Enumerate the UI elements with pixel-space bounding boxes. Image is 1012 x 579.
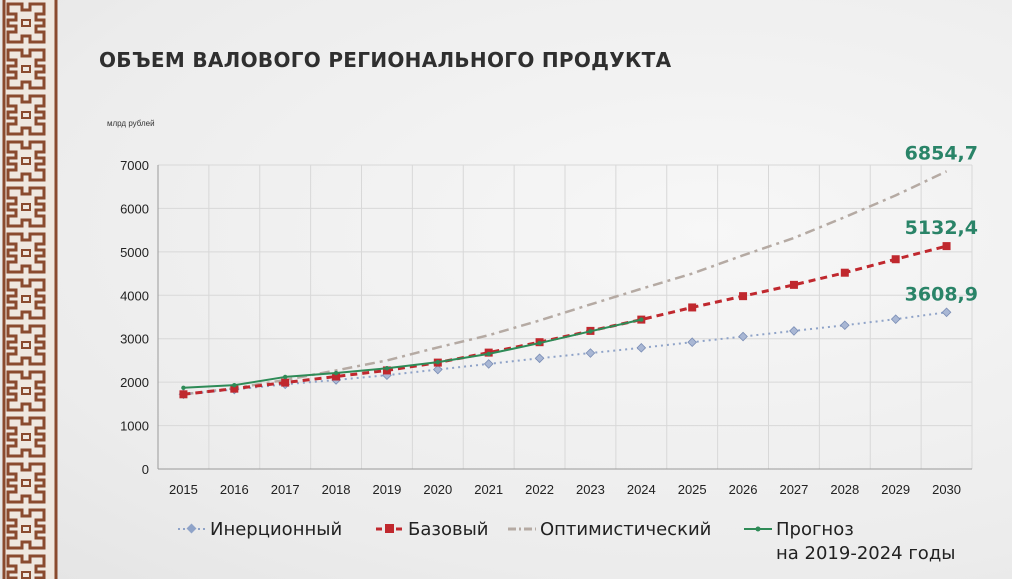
ornament-border <box>2 0 58 579</box>
x-tick-label: 2017 <box>271 482 300 497</box>
legend-marker-base <box>376 524 404 533</box>
data-point-base <box>789 280 798 289</box>
data-point-forecast <box>181 385 186 390</box>
x-axis: 2015 2016 2017 2018 2019 2020 2021 2022 2023 2024… <box>158 468 972 497</box>
x-tick-label: 2020 <box>423 482 452 497</box>
data-point-forecast <box>435 359 441 365</box>
x-tick-label: 2027 <box>779 482 808 497</box>
data-point-forecast <box>282 374 288 380</box>
x-tick-label: 2025 <box>678 482 707 497</box>
x-tick-label: 2018 <box>322 482 351 497</box>
data-point-forecast <box>588 329 593 334</box>
x-tick-label: 2024 <box>627 482 656 497</box>
series-line-forecast <box>183 318 642 389</box>
x-tick-label: 2029 <box>881 482 910 497</box>
data-point-forecast <box>232 382 237 388</box>
data-point-base <box>739 292 748 301</box>
x-tick-label: 2022 <box>525 482 554 497</box>
legend-label-forecast-line1: Прогноз <box>776 519 854 540</box>
x-tick-label: 2026 <box>729 482 758 497</box>
legend-item-forecast: Прогноз на 2019-2024 годы <box>744 518 955 566</box>
grid-lines <box>157 164 973 470</box>
data-point-forecast <box>537 340 542 346</box>
data-point-inertial <box>636 343 647 353</box>
x-tick-label: 2016 <box>220 482 249 497</box>
data-point-forecast <box>639 317 644 322</box>
y-tick-label: 3000 <box>120 332 149 347</box>
data-point-inertial <box>840 320 850 331</box>
y-axis: 0 1000 2000 3000 4000 5000 6000 7000 <box>120 158 159 477</box>
series-group <box>178 170 952 400</box>
data-point-inertial <box>433 364 443 375</box>
data-point-inertial <box>483 359 494 369</box>
data-point-base <box>891 255 900 264</box>
data-point-base <box>281 378 290 387</box>
legend-label-base: Базовый <box>408 519 489 540</box>
data-point-base <box>230 384 239 393</box>
data-point-inertial <box>585 348 596 358</box>
data-point-inertial <box>534 353 545 364</box>
legend-marker-optimistic <box>508 527 536 531</box>
data-point-base <box>688 303 697 312</box>
data-point-inertial <box>890 314 901 324</box>
data-point-forecast <box>384 366 390 371</box>
end-value-label: 6854,7 <box>905 142 978 164</box>
end-value-label: 3608,9 <box>905 283 978 305</box>
legend-item-inertial: Инерционный <box>178 518 342 542</box>
y-tick-label: 7000 <box>120 158 149 173</box>
series-line-inertial <box>183 311 947 396</box>
x-tick-label: 2030 <box>932 482 961 497</box>
y-tick-label: 1000 <box>120 419 149 434</box>
y-tick-label: 6000 <box>120 201 149 216</box>
data-point-forecast <box>486 351 491 357</box>
legend-item-optimistic: Оптимистический <box>508 518 711 542</box>
data-point-forecast <box>333 370 339 376</box>
x-tick-label: 2021 <box>474 482 503 497</box>
data-point-inertial <box>941 307 952 318</box>
end-value-label: 5132,4 <box>905 217 978 239</box>
unit-label: млрд рублей <box>107 119 155 128</box>
legend-label-forecast-line2: на 2019-2024 годы <box>776 543 956 564</box>
x-tick-label: 2028 <box>830 482 859 497</box>
data-point-inertial <box>738 331 748 342</box>
page-title: ОБЪЕМ ВАЛОВОГО РЕГИОНАЛЬНОГО ПРОДУКТА <box>99 48 672 72</box>
data-point-inertial <box>789 326 799 336</box>
y-tick-label: 2000 <box>120 375 149 390</box>
legend-item-base: Базовый <box>376 518 488 542</box>
x-tick-label: 2023 <box>576 482 605 497</box>
legend-label-inertial: Инерционный <box>210 519 343 540</box>
data-point-base <box>179 390 188 399</box>
y-tick-label: 4000 <box>120 288 149 303</box>
x-tick-label: 2019 <box>372 482 401 497</box>
annotations: 6854,7 5132,4 3608,9 <box>905 142 978 305</box>
series-line-optimistic <box>183 170 948 396</box>
data-point-base <box>942 242 951 251</box>
legend-marker-inertial <box>178 523 206 534</box>
data-point-inertial <box>687 337 697 347</box>
legend-label-optimistic: Оптимистический <box>540 519 712 540</box>
y-tick-label: 0 <box>142 462 149 477</box>
x-tick-label: 2015 <box>169 482 198 497</box>
legend-marker-forecast <box>744 526 772 532</box>
data-point-base <box>840 268 849 277</box>
data-point-base <box>332 372 341 381</box>
y-tick-label: 5000 <box>120 245 149 260</box>
